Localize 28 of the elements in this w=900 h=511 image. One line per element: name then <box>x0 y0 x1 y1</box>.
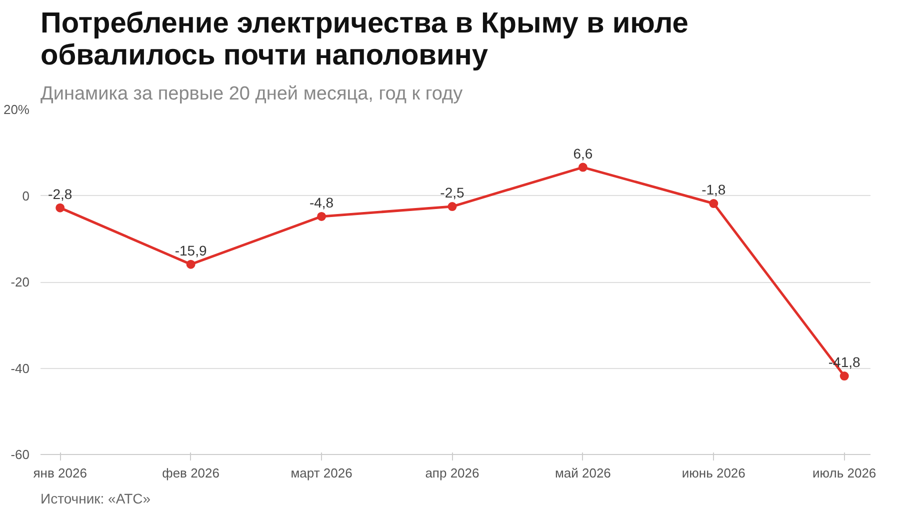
text: -2,5 <box>440 184 464 201</box>
y-tick-label: 20% <box>3 102 30 117</box>
x-tick-label: июль 2026 <box>812 466 876 480</box>
text: -4,8 <box>309 194 334 210</box>
chart-title: Потребление электричества в Крыму в июле обвалилось почти наполовину <box>40 8 688 72</box>
y-tick-label: -40 <box>10 360 30 376</box>
x-tick-label: март 2026 <box>290 466 352 480</box>
text: -15,9 <box>174 242 207 258</box>
text: Источник: «АТС» <box>40 490 151 506</box>
point <box>186 260 196 269</box>
x-tick-label: апр 2026 <box>425 466 480 480</box>
chart-subtitle: Динамика за первые 20 дней месяца, год к году <box>40 84 464 104</box>
x-tick-label: янв 2026 <box>33 466 87 480</box>
point <box>56 203 65 212</box>
point <box>317 212 326 221</box>
point <box>448 202 457 212</box>
x-tick-label: июнь 2026 <box>682 466 746 480</box>
point <box>578 162 588 172</box>
text: -2,8 <box>48 186 72 202</box>
text: -1,8 <box>702 182 726 198</box>
x-tick-label: фев 2026 <box>162 466 220 480</box>
y-tick-label: 0 <box>22 188 30 204</box>
point <box>709 199 718 208</box>
y-tick-label: -20 <box>10 274 30 290</box>
y-tick-label: -60 <box>10 447 30 462</box>
point <box>840 372 849 381</box>
x-tick-label: май 2026 <box>554 466 611 480</box>
text: 6,6 <box>573 145 593 162</box>
